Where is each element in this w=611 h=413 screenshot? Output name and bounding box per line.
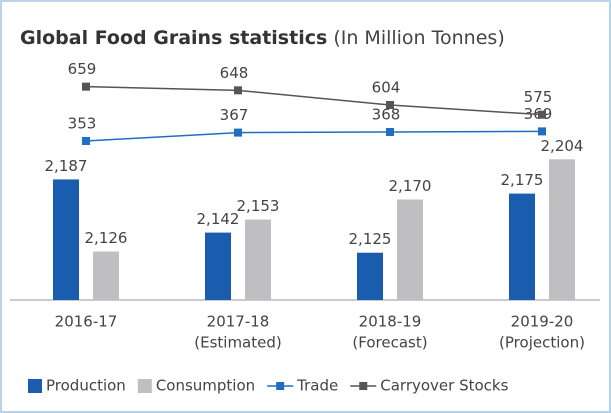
legend-swatch: [28, 379, 42, 393]
x-tick-label: (Estimated): [194, 334, 281, 352]
x-tick-label: 2017-18: [207, 313, 270, 331]
line: [85, 85, 543, 116]
line-value-label: 353: [68, 115, 97, 133]
line-marker: [234, 86, 242, 95]
legend-label: Consumption: [156, 377, 255, 395]
bar: [397, 199, 423, 300]
legend-marker: [359, 382, 368, 390]
line-marker: [82, 82, 90, 91]
line-value-label: 575: [524, 88, 553, 106]
bar-value-label: 2,170: [389, 177, 432, 195]
bar: [93, 251, 119, 300]
line-value-label: 648: [220, 64, 249, 82]
bar-value-label: 2,125: [349, 230, 392, 248]
line-marker: [538, 127, 546, 136]
chart-heading: Global Food Grains statistics (In Millio…: [20, 27, 505, 49]
legend-label: Trade: [296, 377, 338, 395]
bar-value-label: 2,153: [237, 197, 280, 215]
line-value-label: 659: [68, 60, 97, 78]
legend-marker: [276, 382, 285, 390]
bar: [245, 219, 271, 300]
legend-label: Carryover Stocks: [380, 377, 508, 395]
legend-swatch: [137, 379, 152, 393]
line-marker: [386, 128, 394, 136]
bar-value-label: 2,175: [501, 171, 544, 189]
line-marker: [82, 137, 90, 145]
line-marker: [234, 128, 242, 137]
line: [85, 130, 543, 142]
bar: [509, 193, 535, 300]
x-tick-label: 2016-17: [55, 313, 118, 331]
chart-title: Global Food Grains statistics: [20, 27, 327, 49]
bar-value-label: 2,187: [45, 157, 88, 175]
line-marker: [386, 101, 394, 109]
x-tick-label: 2019-20: [511, 313, 574, 331]
x-tick-label: (Projection): [499, 334, 585, 352]
bar-value-label: 2,142: [197, 210, 240, 228]
bar: [53, 179, 79, 300]
bar-value-label: 2,126: [85, 229, 128, 247]
bar: [357, 252, 383, 300]
bar: [549, 159, 575, 300]
bar: [205, 232, 231, 300]
x-tick-label: 2018-19: [359, 313, 422, 331]
line-value-label: 368: [372, 106, 401, 124]
chart-subtitle: (In Million Tonnes): [333, 27, 504, 49]
line-marker: [538, 110, 546, 119]
legend-label: Production: [46, 377, 126, 395]
x-tick-label: (Forecast): [352, 334, 427, 352]
line-value-label: 604: [372, 79, 401, 97]
line-value-label: 367: [220, 106, 249, 124]
bar-value-label: 2,204: [541, 137, 584, 155]
